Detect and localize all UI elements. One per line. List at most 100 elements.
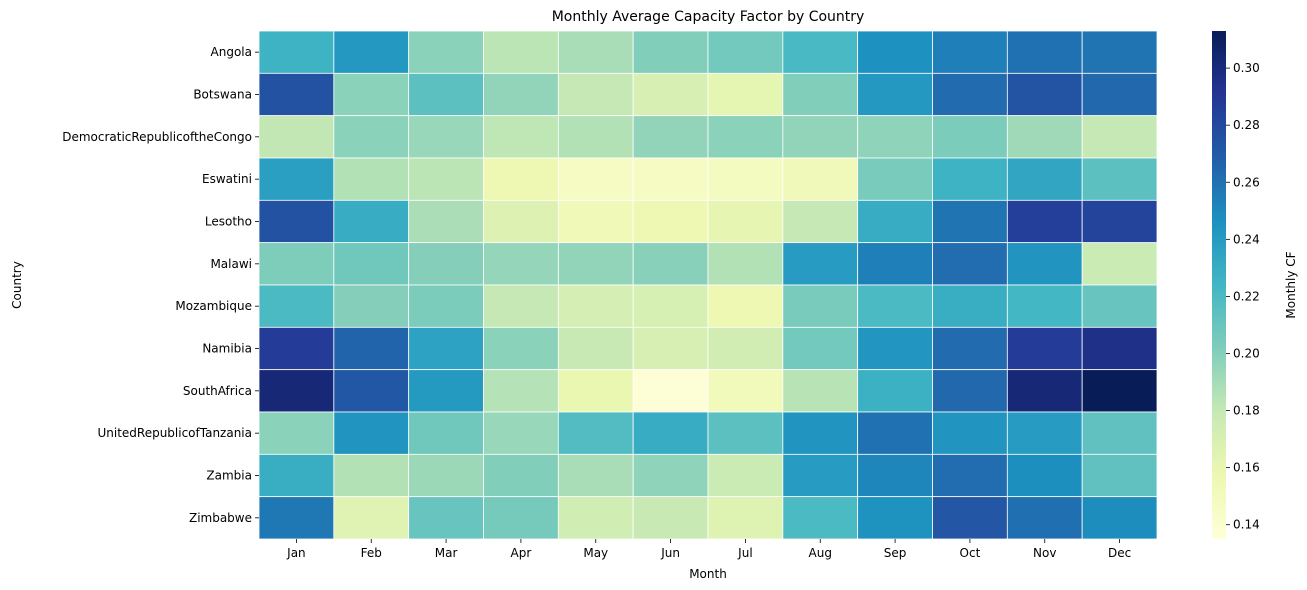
heatmap-cell [707, 326, 784, 371]
heatmap-cell [333, 199, 410, 244]
heatmap-cell [782, 453, 859, 498]
x-tick-label: Nov [1033, 546, 1056, 560]
y-tick-label: Zimbabwe [189, 511, 252, 525]
y-tick-label: UnitedRepublicofTanzania [97, 426, 252, 440]
heatmap-cell [557, 115, 634, 159]
heatmap-cell [1081, 242, 1158, 286]
x-tick-label: Dec [1108, 546, 1131, 560]
heatmap-cell [333, 115, 410, 159]
y-tick-label: Zambia [206, 469, 252, 483]
heatmap-cell [333, 496, 410, 540]
heatmap-cell [333, 453, 410, 498]
heatmap-cell [557, 242, 634, 286]
heatmap-cell [1006, 199, 1083, 244]
heatmap-cell [408, 72, 484, 117]
x-tick-label: Mar [435, 546, 458, 560]
y-tick-label: Angola [211, 45, 252, 59]
heatmap-cell [932, 496, 1008, 540]
y-tick-label: Botswana [193, 88, 252, 102]
heatmap-cell [707, 157, 784, 201]
colorbar-ticks: 0.14 0.16 0.18 0.20 0.22 0.24 0.26 0.28 0.30 [1226, 61, 1260, 532]
heatmap-cell [557, 72, 634, 117]
heatmap-cell [632, 284, 709, 328]
heatmap-cell [1081, 411, 1158, 455]
heatmap-cell [483, 453, 559, 498]
heatmap-cell [258, 242, 335, 286]
colorbar-tick-label: 0.30 [1233, 61, 1260, 75]
heatmap-cell [1081, 284, 1158, 328]
heatmap-cell [1006, 30, 1083, 74]
heatmap-cell [408, 242, 484, 286]
heatmap-cell [782, 199, 859, 244]
heatmap-cell [782, 369, 859, 413]
heatmap-cell [707, 411, 784, 455]
heatmap-cell [557, 411, 634, 455]
heatmap-cell [483, 242, 559, 286]
heatmap-cell [557, 496, 634, 540]
heatmap-cell [258, 453, 335, 498]
heatmap-cell [483, 326, 559, 371]
heatmap-cell [408, 369, 484, 413]
heatmap-cell [258, 369, 335, 413]
heatmap-cell [857, 326, 933, 371]
heatmap-cell [782, 242, 859, 286]
heatmap-cell [782, 411, 859, 455]
heatmap-cell [408, 115, 484, 159]
heatmap-cell [258, 326, 335, 371]
heatmap-cell [1006, 157, 1083, 201]
heatmap-cell [1006, 496, 1083, 540]
heatmap-cell [408, 30, 484, 74]
heatmap-cell [1081, 30, 1158, 74]
heatmap-cell [557, 326, 634, 371]
heatmap-cell [857, 496, 933, 540]
heatmap-cell [1081, 496, 1158, 540]
heatmap-cell [707, 453, 784, 498]
heatmap-cell [707, 72, 784, 117]
y-tick-label: Mozambique [175, 299, 252, 313]
heatmap-cell [857, 115, 933, 159]
x-tick-label: Apr [511, 546, 532, 560]
colorbar-tick-label: 0.14 [1233, 518, 1260, 532]
heatmap-cell [707, 242, 784, 286]
heatmap-cell [408, 199, 484, 244]
heatmap-cell [258, 496, 335, 540]
heatmap-cell [782, 326, 859, 371]
heatmap-cell [333, 242, 410, 286]
heatmap-cell [408, 453, 484, 498]
x-tick-label: Aug [809, 546, 832, 560]
heatmap-cell [632, 242, 709, 286]
heatmap-cell [782, 115, 859, 159]
heatmap-cell [1006, 326, 1083, 371]
heatmap-cell [857, 199, 933, 244]
heatmap-cell [483, 496, 559, 540]
heatmap-cell [1081, 157, 1158, 201]
heatmap-cell [258, 72, 335, 117]
colorbar-tick-label: 0.22 [1233, 289, 1260, 303]
heatmap-cell [932, 199, 1008, 244]
heatmap-cell [557, 199, 634, 244]
heatmap-cell [408, 157, 484, 201]
y-axis-title: Country [10, 261, 24, 309]
heatmap-cell [932, 115, 1008, 159]
heatmap-cell [707, 199, 784, 244]
heatmap-cell [1081, 115, 1158, 159]
colorbar-tick-label: 0.18 [1233, 404, 1260, 418]
colorbar-tick-label: 0.28 [1233, 118, 1260, 132]
y-tick-label: Lesotho [205, 215, 252, 229]
heatmap-cell [782, 284, 859, 328]
heatmap-cell [408, 326, 484, 371]
heatmap-cell [408, 411, 484, 455]
heatmap-cell [557, 453, 634, 498]
heatmap-cell [1081, 326, 1158, 371]
y-tick-label: DemocraticRepublicoftheCongo [62, 130, 252, 144]
colorbar-label: Monthly CF [1284, 251, 1298, 318]
heatmap-cell [333, 411, 410, 455]
heatmap-cell [707, 30, 784, 74]
heatmap-cell [258, 115, 335, 159]
heatmap-cell [932, 369, 1008, 413]
heatmap-cell [557, 369, 634, 413]
heatmap-cell [857, 72, 933, 117]
heatmap-cell [857, 369, 933, 413]
heatmap-cell [483, 30, 559, 74]
heatmap-cell [483, 369, 559, 413]
